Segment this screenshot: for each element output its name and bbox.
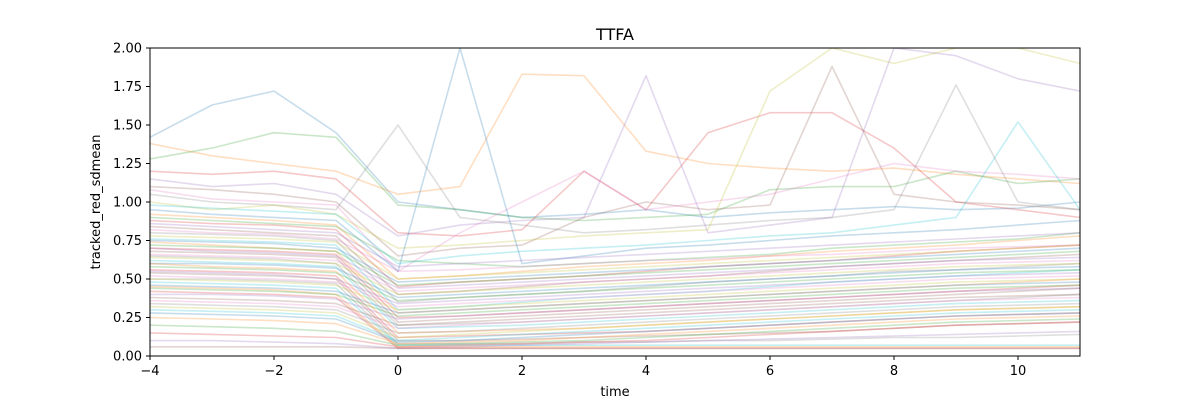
y-tick-label: 1.00	[113, 196, 142, 211]
x-tick-label: 4	[642, 364, 650, 379]
series-line	[150, 228, 1080, 273]
series-line	[150, 238, 1080, 311]
series-line	[150, 262, 1080, 334]
series-line	[150, 296, 1080, 330]
series-line	[150, 256, 1080, 296]
series-line	[150, 321, 1080, 348]
series-line	[150, 270, 1080, 305]
series-line	[150, 312, 1080, 343]
series-line	[150, 318, 1080, 347]
series-line	[150, 302, 1080, 334]
series-line	[150, 284, 1080, 317]
series-line	[150, 285, 1080, 348]
series-line	[150, 239, 1080, 283]
series-line	[150, 222, 1080, 268]
series-line	[150, 121, 1080, 265]
y-tick-label: 1.50	[113, 119, 142, 134]
series-line	[150, 235, 1080, 280]
x-tick-label: −2	[264, 364, 283, 379]
y-tick-label: 0.00	[113, 350, 142, 365]
x-tick-label: 0	[394, 364, 402, 379]
series-line	[150, 290, 1080, 350]
y-tick-label: 0.50	[113, 273, 142, 288]
series-line	[150, 287, 1080, 320]
series-line	[150, 281, 1080, 347]
series-line	[150, 131, 1080, 222]
series-line	[150, 345, 1080, 350]
series-line	[150, 48, 1080, 273]
x-axis-label: time	[600, 385, 629, 400]
series-line	[150, 259, 1080, 330]
series-line	[150, 232, 1080, 303]
series-line	[150, 278, 1080, 311]
chart-title: TTFA	[595, 25, 634, 44]
series-line	[150, 162, 1080, 273]
series-line	[150, 48, 1080, 237]
series-line	[150, 241, 1080, 314]
x-tick-label: 6	[766, 364, 774, 379]
y-axis-ticks: 0.00 0.25 0.50 0.75 1.00 1.25 1.50 1.75 2.00	[113, 42, 150, 365]
series-line	[150, 65, 1080, 257]
series-line	[150, 84, 1080, 234]
series-line	[150, 269, 1080, 339]
series-line	[150, 281, 1080, 314]
series-line	[150, 275, 1080, 308]
series-line	[150, 305, 1080, 339]
x-axis-ticks: −4 −2 0 2 4 6 8 10	[140, 356, 1026, 379]
series-line	[150, 315, 1080, 345]
series-line	[150, 216, 1080, 268]
series-line	[150, 309, 1080, 342]
y-tick-label: 0.75	[113, 234, 142, 249]
series-line	[150, 278, 1080, 345]
series-line	[150, 225, 1080, 296]
series-line	[150, 265, 1080, 302]
y-tick-label: 1.75	[113, 80, 142, 95]
series-line	[150, 250, 1080, 323]
series-line	[150, 48, 1080, 249]
series-line	[150, 247, 1080, 319]
series-lines	[150, 48, 1080, 350]
y-tick-label: 2.00	[113, 42, 142, 57]
series-line	[150, 247, 1080, 290]
series-line	[150, 244, 1080, 287]
series-line	[150, 253, 1080, 293]
y-axis-label: tracked_red_sdmean	[89, 134, 104, 269]
y-tick-label: 0.25	[113, 311, 142, 326]
series-line	[150, 111, 1080, 237]
series-line	[150, 255, 1080, 327]
series-line	[150, 293, 1080, 327]
series-line	[150, 213, 1080, 280]
series-line	[150, 73, 1080, 196]
series-line	[150, 219, 1080, 288]
series-line	[150, 272, 1080, 342]
y-tick-label: 1.25	[113, 157, 142, 172]
series-line	[150, 262, 1080, 299]
series-line	[150, 90, 1080, 219]
x-tick-label: 2	[518, 364, 526, 379]
x-tick-label: 8	[890, 364, 898, 379]
x-tick-label: 10	[1010, 364, 1027, 379]
x-tick-label: −4	[140, 364, 159, 379]
series-line	[150, 330, 1080, 350]
